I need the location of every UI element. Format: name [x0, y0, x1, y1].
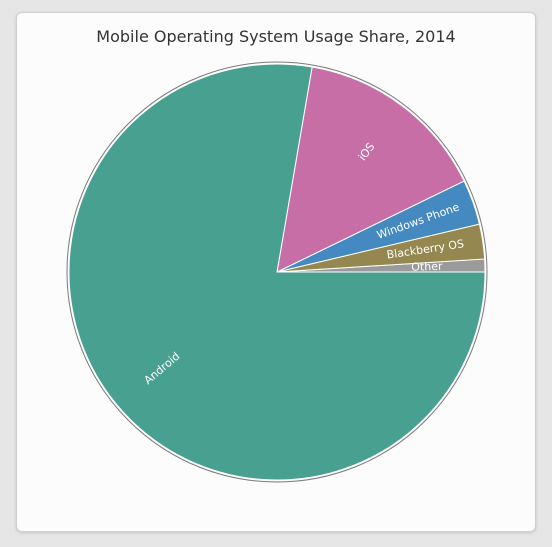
pie-slice-ios — [276, 66, 465, 273]
pie-slice-android — [68, 63, 486, 481]
pie-outline — [66, 61, 488, 483]
chart-title: Mobile Operating System Usage Share, 201… — [96, 27, 456, 46]
pie-label-other: Other — [411, 260, 443, 274]
